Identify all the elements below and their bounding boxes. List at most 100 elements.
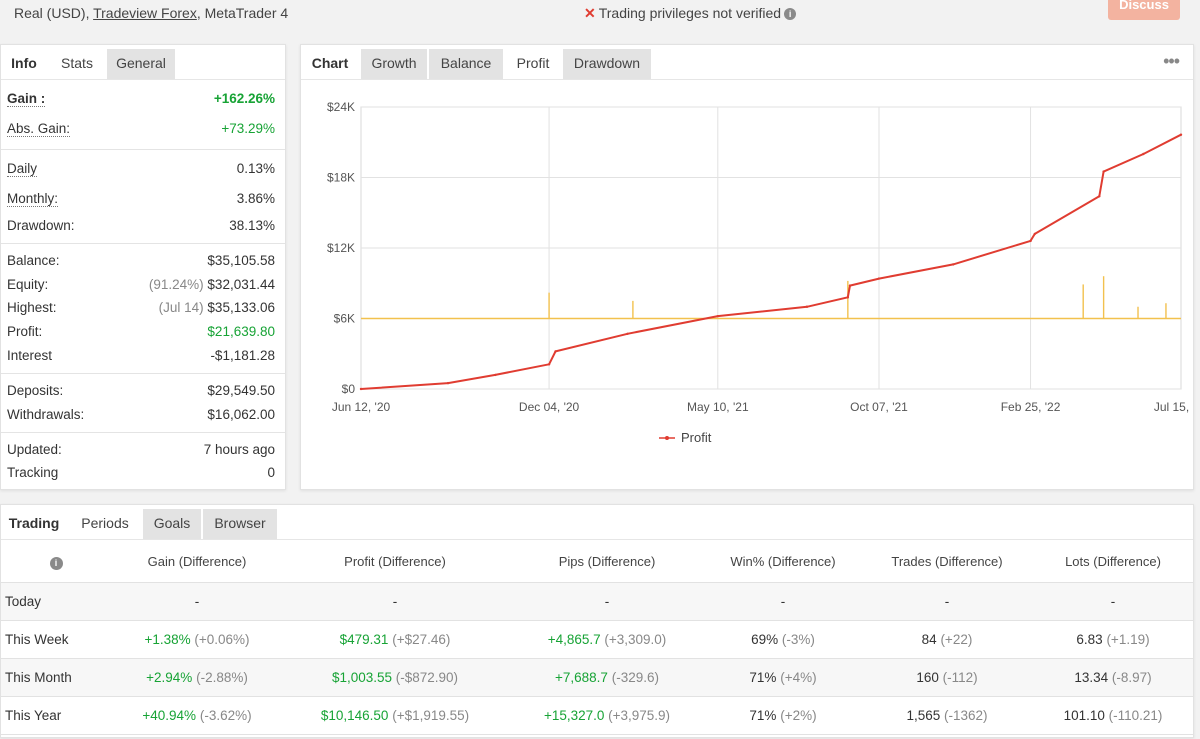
x-tick-label: Feb 25, '22 (1001, 400, 1061, 414)
y-tick-label: $12K (327, 241, 355, 255)
divider (1, 149, 285, 150)
divider (1, 243, 285, 244)
table-row: This Week +1.38% (+0.06%) $479.31 (+$27.… (1, 621, 1193, 659)
tab-browser[interactable]: Browser (203, 509, 277, 539)
win-cell: 69% (751, 632, 779, 647)
legend-label: Profit (681, 430, 712, 445)
trades-cell: 160 (916, 670, 939, 685)
pips-diff: (+3,975.9) (608, 708, 671, 723)
monthly-value: 3.86% (236, 191, 275, 206)
withdrawals-value: $16,062.00 (207, 407, 275, 422)
account-type: Real (USD), (14, 5, 90, 21)
tab-periods[interactable]: Periods (71, 509, 139, 539)
trades-cell: - (944, 594, 950, 609)
profit-cell: $479.31 (339, 632, 389, 647)
profit-label: Profit: (7, 324, 43, 339)
discuss-button[interactable]: Discuss (1108, 0, 1180, 20)
broker-link[interactable]: Tradeview Forex (93, 5, 197, 21)
profit-point (547, 363, 551, 366)
gain-cell: +40.94% (142, 708, 197, 723)
tab-info[interactable]: Info (1, 49, 47, 79)
tab-stats[interactable]: Stats (49, 49, 105, 79)
tab-growth[interactable]: Growth (361, 49, 427, 79)
daily-label[interactable]: Daily (7, 161, 38, 177)
privileges-text: Trading privileges not verified (598, 5, 782, 21)
interest-value: -$1,181.28 (210, 348, 275, 363)
equity-label: Equity: (7, 277, 49, 292)
chart-panel: Chart Growth Balance Profit Drawdown •••… (300, 44, 1194, 490)
y-tick-label: $0 (342, 382, 356, 396)
info-icon[interactable]: i (784, 8, 797, 20)
profit-point (554, 350, 557, 353)
gain-diff: (-2.88%) (196, 670, 248, 685)
profit-line (360, 133, 1182, 390)
profit-point (846, 296, 850, 299)
balance-value: $35,105.58 (207, 253, 275, 268)
tab-balance[interactable]: Balance (429, 49, 503, 79)
more-options-icon[interactable]: ••• (1163, 51, 1180, 71)
tab-chart[interactable]: Chart (301, 49, 359, 79)
tab-goals[interactable]: Goals (143, 509, 201, 539)
monthly-label[interactable]: Monthly: (7, 191, 59, 207)
profit-value: $21,639.80 (207, 324, 275, 339)
lots-cell: 13.34 (1074, 670, 1109, 685)
gain-label[interactable]: Gain : (7, 91, 46, 107)
table-row: This Month +2.94% (-2.88%) $1,003.55 (-$… (1, 659, 1193, 697)
platform-label: , MetaTrader 4 (196, 5, 289, 21)
y-tick-label: $18K (327, 171, 355, 185)
profit-point (877, 277, 881, 280)
lots-diff: (-110.21) (1108, 708, 1163, 723)
account-info: Real (USD), Tradeview Forex, MetaTrader … (14, 5, 288, 21)
deposits-value: $29,549.50 (207, 383, 275, 398)
equity-value: $32,031.44 (207, 277, 275, 292)
highest-date: (Jul 14) (158, 300, 204, 315)
abs-gain-label[interactable]: Abs. Gain: (7, 121, 71, 137)
tab-profit[interactable]: Profit (505, 49, 561, 79)
profit-point (1029, 239, 1032, 243)
withdrawals-label: Withdrawals: (7, 407, 85, 422)
close-icon: ✕ (584, 5, 596, 21)
info-icon[interactable]: i (49, 557, 63, 570)
win-diff: (-3%) (781, 632, 815, 647)
x-tick-label: Jun 12, '20 (332, 400, 391, 414)
lots-cell: 6.83 (1076, 632, 1103, 647)
y-tick-label: $6K (334, 312, 355, 326)
profit-point (1033, 232, 1037, 236)
tracking-value: 0 (267, 465, 275, 480)
gain-diff: (+0.06%) (194, 632, 250, 647)
profit-chart: $0 $6K $12K $18K $24K Jun 12, '20 Dec 04, '20 M… (327, 100, 1191, 445)
highest-label: Highest: (7, 300, 57, 315)
profit-point (848, 284, 852, 287)
profit-diff: (+$1,919.55) (392, 708, 470, 723)
tab-general[interactable]: General (107, 49, 175, 79)
lots-diff: (+1.19) (1106, 632, 1150, 647)
profit-point (805, 305, 809, 308)
profit-diff: (-$872.90) (395, 670, 459, 685)
lots-cell: 101.10 (1063, 708, 1105, 723)
periods-tabbar: Trading Periods Goals Browser (1, 505, 1193, 540)
col-lots: Lots (Difference) (1065, 554, 1161, 569)
gain-cell: +1.38% (144, 632, 191, 647)
trades-cell: 84 (921, 632, 937, 647)
col-gain: Gain (Difference) (147, 554, 247, 569)
daily-value: 0.13% (236, 161, 275, 176)
stats-tabbar: Info Stats General (1, 45, 285, 80)
profit-point (1179, 133, 1183, 136)
tab-drawdown[interactable]: Drawdown (563, 49, 651, 79)
highest-value: $35,133.06 (207, 300, 275, 315)
legend-marker (665, 436, 669, 440)
profit-diff: (+$27.46) (392, 632, 451, 647)
profit-point (951, 263, 955, 266)
profit-point (626, 332, 629, 335)
gain-cell: +2.94% (146, 670, 193, 685)
win-cell: - (780, 594, 786, 609)
lots-cell: - (1110, 594, 1116, 609)
tab-trading[interactable]: Trading (1, 509, 67, 539)
x-tick-label: Jul 15, '22 (1154, 400, 1191, 414)
stats-panel: Info Stats General Gain : +162.26% Abs. … (0, 44, 286, 490)
tracking-label: Tracking (7, 465, 59, 480)
profit-point (359, 387, 363, 391)
y-tick-label: $24K (327, 100, 355, 114)
row-label: This Year (5, 708, 62, 723)
interest-label: Interest (7, 348, 53, 363)
